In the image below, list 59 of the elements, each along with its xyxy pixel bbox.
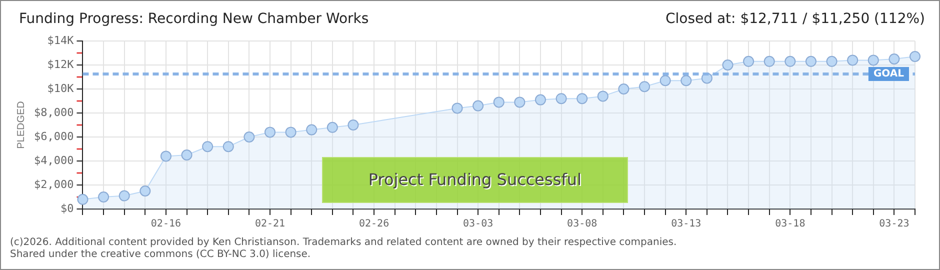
chart-subtitle: Closed at: $12,711 / $11,250 (112%) bbox=[665, 11, 925, 27]
point bbox=[576, 93, 588, 104]
ref-line-label: GOAL bbox=[873, 68, 905, 80]
point bbox=[493, 96, 504, 108]
point bbox=[472, 100, 484, 112]
point bbox=[784, 56, 796, 67]
point bbox=[910, 50, 920, 62]
point bbox=[244, 132, 255, 142]
point bbox=[639, 81, 650, 92]
y-tick-label: $10K bbox=[47, 82, 74, 95]
point bbox=[348, 120, 359, 130]
point bbox=[118, 190, 130, 202]
point bbox=[98, 192, 110, 202]
point bbox=[660, 75, 671, 86]
chart-title: Funding Progress: Recording New Chamber Works bbox=[19, 11, 369, 27]
point bbox=[680, 75, 692, 86]
point bbox=[306, 124, 318, 136]
point bbox=[618, 84, 630, 94]
x-tick-label: 03-23 bbox=[879, 218, 910, 230]
point bbox=[326, 122, 338, 133]
point bbox=[222, 141, 234, 152]
point bbox=[597, 90, 608, 102]
x-tick-label: 02-26 bbox=[358, 218, 390, 230]
point bbox=[160, 150, 172, 162]
y-tick-label: $0 bbox=[60, 202, 74, 215]
point bbox=[764, 56, 775, 67]
point bbox=[826, 56, 838, 67]
text: (c)2026. Additional content provided by Ken Christianson. Trademarks and related content are owned by their respective companies. bbox=[10, 237, 677, 249]
point bbox=[285, 126, 296, 138]
point bbox=[888, 54, 900, 64]
point bbox=[140, 186, 151, 196]
point bbox=[556, 93, 567, 104]
point bbox=[847, 54, 858, 66]
x-tick-label: 03-08 bbox=[567, 218, 598, 230]
text: Shared under the creative commons (CC BY-NC 3.0) license. bbox=[10, 249, 312, 261]
point bbox=[743, 56, 754, 67]
y-axis-title: PLEDGED bbox=[16, 101, 27, 149]
y-tick-label: $12K bbox=[47, 58, 74, 71]
point bbox=[722, 60, 734, 70]
y-tick-label: $2,000 bbox=[34, 178, 74, 191]
y-tick-label: $4,000 bbox=[34, 154, 74, 167]
x-tick-label: 02-21 bbox=[254, 218, 286, 230]
point bbox=[181, 150, 192, 160]
y-tick-label: $14K bbox=[47, 34, 74, 47]
y-tick-label: $6,000 bbox=[34, 130, 74, 143]
y-tick-label: $8,000 bbox=[34, 106, 74, 119]
banner: Project Funding Successful bbox=[322, 157, 628, 203]
point bbox=[534, 94, 546, 106]
x-tick-label: 03-03 bbox=[463, 218, 494, 230]
x-tick-label: 03-18 bbox=[775, 218, 806, 230]
point bbox=[202, 141, 214, 152]
point bbox=[805, 56, 816, 67]
point bbox=[452, 102, 463, 114]
point bbox=[77, 194, 88, 205]
x-tick-label: 03-13 bbox=[671, 218, 702, 230]
point bbox=[264, 126, 276, 138]
point bbox=[868, 54, 879, 66]
point bbox=[514, 96, 526, 108]
x-tick-label: 02-16 bbox=[150, 218, 182, 230]
